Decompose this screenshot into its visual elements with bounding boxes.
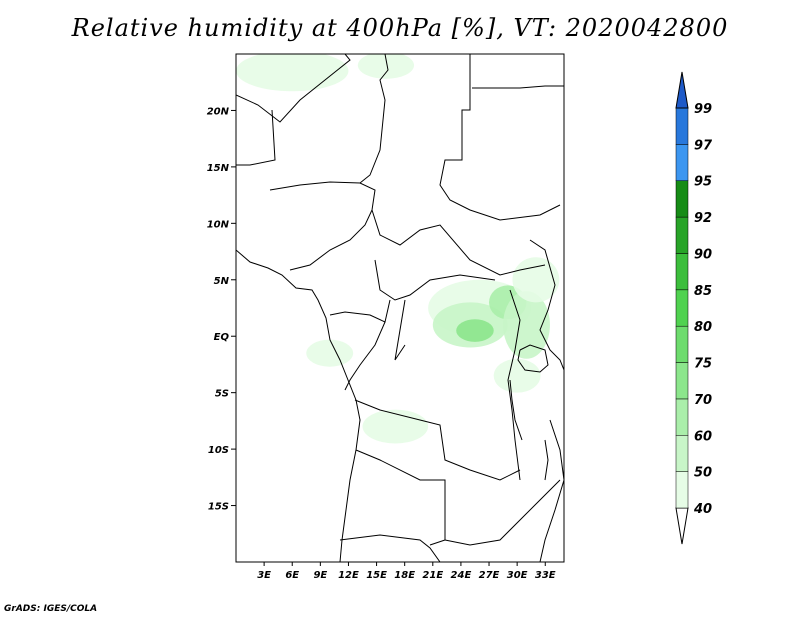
colorbar-segment bbox=[675, 325, 689, 363]
border-angola-zambia bbox=[355, 449, 446, 546]
colorbar-segment bbox=[675, 253, 689, 291]
lake-victoria bbox=[517, 344, 549, 373]
longitude-axis: 3E 6E 9E 12E 15E 18E 21E 24E 27E 30E 33E bbox=[257, 562, 556, 581]
lat-tick-label: 20N bbox=[207, 106, 230, 117]
border-cameroon-gabon bbox=[329, 299, 391, 323]
lon-tick-label: 18E bbox=[394, 570, 415, 581]
humidity-region-2 bbox=[456, 319, 494, 342]
border-rivers-drc bbox=[394, 299, 406, 361]
colorbar-arrow-high bbox=[675, 71, 689, 109]
lat-tick-label: 10S bbox=[208, 445, 229, 456]
border-drc-south bbox=[354, 399, 521, 481]
border-west-mali bbox=[236, 109, 276, 166]
colorbar: 40 50 60 70 75 80 85 90 92 95 97 99 bbox=[675, 71, 713, 545]
colorbar-label: 75 bbox=[694, 357, 712, 372]
colorbar-segment bbox=[675, 289, 689, 327]
lon-tick-label: 6E bbox=[285, 570, 299, 581]
colorbar-segment bbox=[675, 180, 689, 218]
colorbar-label: 80 bbox=[694, 320, 712, 335]
lat-tick-label: 10N bbox=[207, 219, 230, 230]
lon-tick-label: 24E bbox=[451, 570, 472, 581]
lat-tick-label: 15N bbox=[207, 163, 230, 174]
colorbar-label: 95 bbox=[694, 175, 712, 190]
lon-tick-label: 12E bbox=[338, 570, 359, 581]
lon-tick-label: 15E bbox=[366, 570, 387, 581]
lat-tick-label: 15S bbox=[208, 502, 229, 513]
colorbar-label: 50 bbox=[694, 466, 712, 481]
colorbar-label: 97 bbox=[694, 138, 713, 153]
lake-malawi bbox=[544, 439, 549, 481]
humidity-region-9 bbox=[306, 339, 354, 367]
colorbar-segment bbox=[675, 435, 689, 472]
lat-tick-label: 5N bbox=[214, 276, 230, 287]
lon-tick-label: 33E bbox=[535, 570, 556, 581]
lon-tick-label: 30E bbox=[507, 570, 528, 581]
lon-tick-label: 21E bbox=[422, 570, 443, 581]
colorbar-label: 92 bbox=[694, 211, 712, 226]
humidity-region-4 bbox=[503, 291, 550, 359]
border-mozambique bbox=[539, 419, 564, 562]
border-drc-east bbox=[507, 289, 521, 481]
latitude-axis: 20N 15N 10N 5N EQ 5S 10S 15S bbox=[207, 106, 236, 513]
lake-tanganyika bbox=[509, 379, 523, 441]
grads-credit: GrADS: IGES/COLA bbox=[4, 604, 98, 614]
humidity-region-7 bbox=[357, 54, 415, 79]
colorbar-label: 99 bbox=[694, 102, 712, 117]
map-title: Relative humidity at 400hPa [%], VT: 202… bbox=[71, 14, 729, 42]
colorbar-segment bbox=[675, 107, 689, 145]
border-north-2 bbox=[359, 54, 389, 184]
border-chad-car bbox=[371, 209, 546, 276]
lon-tick-label: 9E bbox=[313, 570, 327, 581]
border-niger-nigeria bbox=[269, 181, 376, 211]
humidity-region-8 bbox=[362, 409, 429, 444]
colorbar-label: 90 bbox=[694, 247, 712, 262]
colorbar-segment bbox=[675, 362, 689, 400]
map-frame bbox=[235, 53, 565, 563]
colorbar-label: 70 bbox=[694, 393, 712, 408]
country-borders bbox=[236, 54, 564, 562]
lat-tick-label: 5S bbox=[215, 389, 229, 400]
humidity-region-5 bbox=[512, 257, 560, 303]
colorbar-segment bbox=[675, 471, 689, 509]
humidity-region-10 bbox=[493, 358, 541, 393]
coastline-west bbox=[236, 249, 361, 562]
humidity-region-6 bbox=[236, 54, 349, 92]
colorbar-segment bbox=[675, 144, 689, 181]
border-car-south bbox=[374, 259, 496, 301]
colorbar-segment bbox=[675, 398, 689, 436]
lon-tick-label: 27E bbox=[479, 570, 500, 581]
border-nigeria-cameroon bbox=[289, 209, 373, 271]
border-east-africa bbox=[529, 239, 564, 371]
colorbar-label: 40 bbox=[693, 502, 712, 517]
border-south bbox=[339, 534, 441, 562]
border-congo bbox=[344, 321, 386, 391]
lat-tick-label: EQ bbox=[214, 332, 230, 343]
lon-tick-label: 3E bbox=[257, 570, 271, 581]
border-zambia-south bbox=[444, 479, 561, 546]
border-north-3 bbox=[439, 54, 561, 221]
colorbar-arrow-low bbox=[675, 507, 689, 545]
colorbar-segment bbox=[675, 216, 689, 254]
humidity-fill-layer bbox=[236, 54, 560, 444]
colorbar-label: 60 bbox=[694, 429, 712, 444]
border-north-4 bbox=[472, 85, 564, 89]
colorbar-label: 85 bbox=[694, 284, 712, 299]
border-north-1 bbox=[236, 54, 351, 123]
